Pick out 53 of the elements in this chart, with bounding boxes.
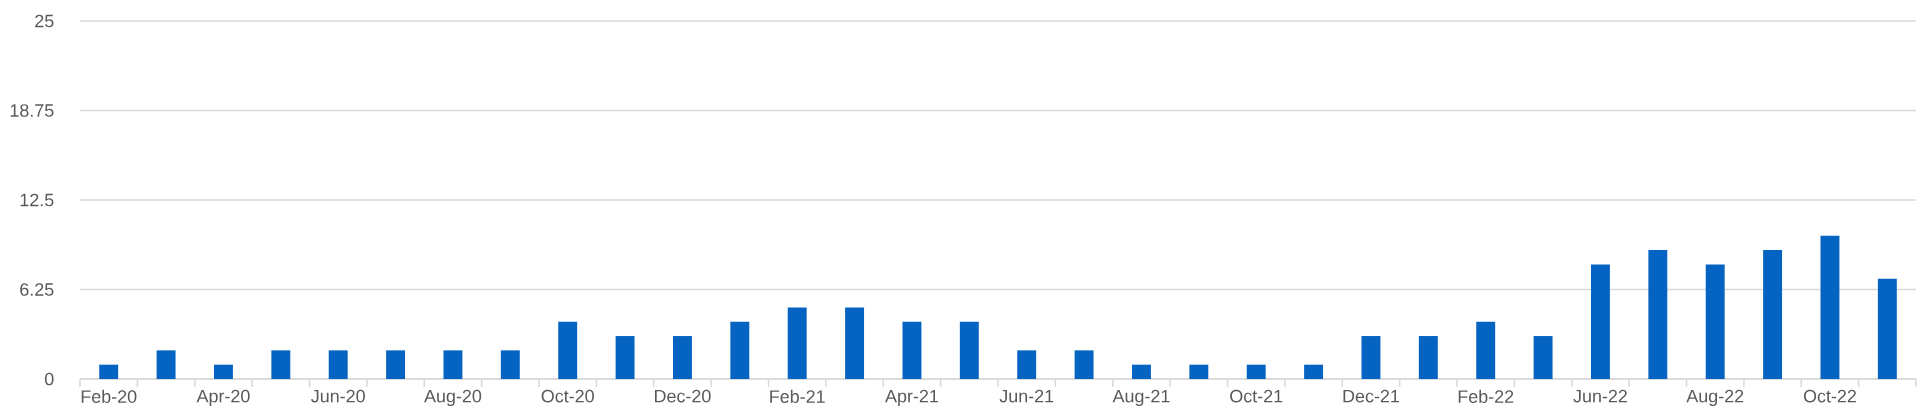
bar bbox=[99, 364, 119, 379]
x-tick-label: Apr-20 bbox=[196, 389, 250, 407]
bar bbox=[672, 336, 692, 379]
x-tick-label: Apr-21 bbox=[885, 389, 938, 407]
y-tick-label: 25 bbox=[35, 14, 54, 28]
x-tick-label: Jun-21 bbox=[999, 389, 1054, 403]
bar bbox=[615, 336, 635, 379]
x-tick-label: Feb-20 bbox=[81, 389, 137, 403]
bar bbox=[1533, 336, 1553, 379]
bar bbox=[386, 350, 406, 379]
bar bbox=[787, 307, 807, 379]
y-tick-label: 18.75 bbox=[10, 104, 54, 117]
x-tick-label: Oct-21 bbox=[1230, 389, 1283, 403]
x-tick-label: Aug-20 bbox=[424, 389, 482, 407]
x-tick-label: Oct-22 bbox=[1803, 389, 1856, 403]
bar bbox=[156, 350, 176, 379]
x-tick-label: Dec-21 bbox=[1343, 389, 1399, 403]
bar bbox=[730, 321, 750, 379]
bar bbox=[1648, 250, 1668, 379]
bar bbox=[500, 350, 520, 379]
bar bbox=[1763, 250, 1783, 379]
y-tick-label: 12.5 bbox=[20, 193, 54, 207]
bar bbox=[1877, 278, 1897, 379]
x-tick-label: Dec-20 bbox=[655, 389, 711, 403]
y-tick-label: 6.25 bbox=[20, 283, 54, 296]
x-tick-label: Aug-22 bbox=[1686, 389, 1744, 407]
bar bbox=[845, 307, 865, 379]
x-tick-label: Feb-22 bbox=[1458, 389, 1514, 403]
x-tick-label: Oct-20 bbox=[541, 389, 594, 403]
bar bbox=[1074, 350, 1094, 379]
bar bbox=[1705, 264, 1725, 379]
bar bbox=[271, 350, 291, 379]
bar bbox=[443, 350, 463, 379]
bar bbox=[959, 321, 979, 379]
x-tick-label: Feb-21 bbox=[770, 389, 825, 403]
bar bbox=[1131, 364, 1151, 379]
bar bbox=[1590, 264, 1610, 379]
bar bbox=[1418, 336, 1438, 379]
bar bbox=[1189, 364, 1209, 379]
bar bbox=[328, 350, 348, 379]
bar bbox=[1246, 364, 1266, 379]
bar bbox=[902, 321, 922, 379]
x-tick-label: Aug-21 bbox=[1112, 389, 1170, 407]
bar bbox=[1304, 364, 1324, 379]
x-tick-label: Jun-20 bbox=[311, 389, 365, 403]
bar bbox=[1361, 336, 1381, 379]
bar bbox=[213, 364, 233, 379]
y-tick-label: 0 bbox=[44, 372, 54, 386]
bar bbox=[1017, 350, 1037, 379]
bar bbox=[1820, 235, 1840, 379]
bar bbox=[558, 321, 578, 379]
x-tick-label: Jun-22 bbox=[1573, 389, 1627, 403]
bar bbox=[1476, 321, 1496, 379]
